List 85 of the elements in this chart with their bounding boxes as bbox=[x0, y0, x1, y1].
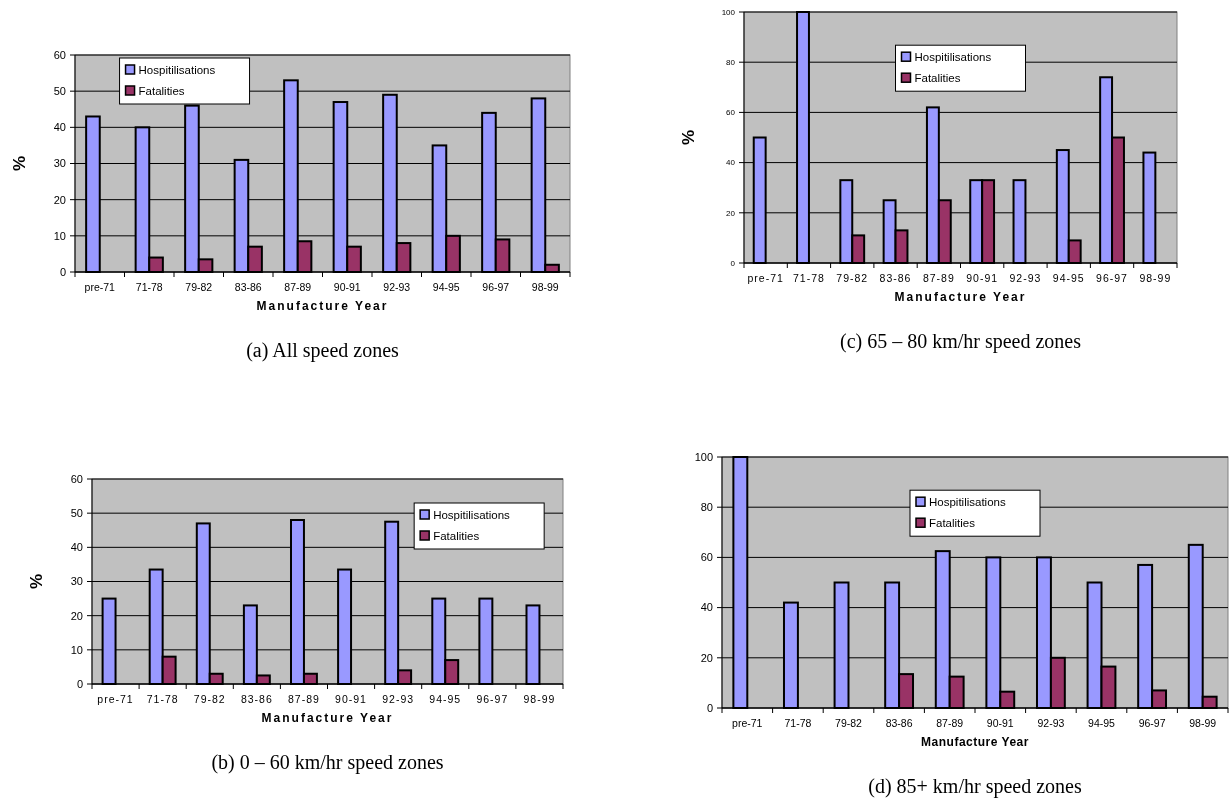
y-tick-label: 20 bbox=[53, 193, 66, 206]
x-tick-label: 92-93 bbox=[1037, 717, 1065, 729]
x-tick-label: 94-95 bbox=[1088, 717, 1116, 729]
y-tick-label: 10 bbox=[70, 643, 83, 656]
x-tick-label: 94-95 bbox=[1052, 272, 1085, 284]
x-tick-label: 94-95 bbox=[429, 693, 462, 705]
x-tick-label: 90-91 bbox=[333, 281, 361, 293]
x-tick-label: 83-86 bbox=[240, 693, 273, 705]
y-tick-label: 40 bbox=[53, 121, 66, 134]
y-tick-label: 20 bbox=[70, 609, 83, 622]
legend-label: Fatalities bbox=[138, 85, 185, 98]
y-tick-label: 30 bbox=[53, 157, 66, 170]
x-tick-label: 90-91 bbox=[966, 272, 999, 284]
y-axis-title: % bbox=[10, 155, 29, 172]
x-tick-label: 92-93 bbox=[383, 281, 411, 293]
x-tick-label: 79-82 bbox=[193, 693, 226, 705]
x-tick-label: 87-89 bbox=[288, 693, 320, 705]
x-tick-label: 71-78 bbox=[793, 272, 825, 284]
y-tick-label: 50 bbox=[53, 85, 66, 98]
y-tick-label: 0 bbox=[76, 677, 83, 690]
x-tick-label: 98-99 bbox=[1139, 272, 1172, 284]
x-tick-label: 96-97 bbox=[482, 281, 510, 293]
y-axis-title: % bbox=[27, 573, 46, 590]
legend-label: Hospitilisations bbox=[929, 496, 1006, 509]
y-tick-label: 60 bbox=[700, 551, 713, 564]
y-tick-label: 80 bbox=[726, 58, 736, 67]
x-tick-label: 79-82 bbox=[836, 272, 869, 284]
x-tick-label: 87-89 bbox=[922, 272, 955, 284]
y-tick-label: 100 bbox=[721, 7, 736, 17]
x-tick-label: 87-89 bbox=[936, 717, 964, 729]
y-tick-label: 30 bbox=[70, 575, 83, 588]
y-axis-title: % bbox=[679, 129, 698, 146]
x-tick-label: 92-93 bbox=[1009, 272, 1042, 284]
x-tick-label: 96-97 bbox=[1138, 717, 1166, 729]
text: (c) 65 – 80 km/hr speed zones bbox=[839, 330, 1082, 353]
x-tick-label: 94-95 bbox=[432, 281, 460, 293]
y-tick-label: 40 bbox=[726, 158, 736, 168]
x-tick-label: 90-91 bbox=[335, 693, 367, 705]
x-tick-label: 79-82 bbox=[185, 281, 213, 293]
x-tick-label: pre-71 bbox=[747, 272, 784, 284]
y-tick-label: 60 bbox=[70, 472, 83, 485]
y-tick-label: 0 bbox=[706, 701, 713, 714]
x-axis-title: Manufacture Year bbox=[921, 735, 1029, 749]
x-tick-label: 83-86 bbox=[234, 281, 262, 293]
x-tick-label: 90-91 bbox=[986, 717, 1014, 729]
x-tick-label: 96-97 bbox=[476, 693, 509, 705]
y-tick-label: 10 bbox=[53, 229, 66, 242]
y-tick-label: 60 bbox=[53, 48, 66, 61]
y-tick-label: 50 bbox=[70, 507, 83, 520]
legend-label: Fatalities bbox=[914, 72, 961, 85]
text: (b) 0 – 60 km/hr speed zones bbox=[211, 751, 444, 774]
x-tick-label: 96-97 bbox=[1096, 272, 1128, 284]
legend-label: Hospitilisations bbox=[433, 509, 511, 522]
x-tick-label: pre-71 bbox=[97, 693, 134, 705]
legend-label: Fatalities bbox=[433, 530, 480, 543]
x-tick-label: 71-78 bbox=[135, 281, 163, 293]
x-tick-label: pre-71 bbox=[732, 717, 763, 729]
text: (a) All speed zones bbox=[246, 339, 400, 362]
x-tick-label: 87-89 bbox=[284, 281, 312, 293]
x-tick-label: 98-99 bbox=[523, 693, 556, 705]
y-tick-label: 20 bbox=[726, 208, 736, 218]
x-tick-label: 79-82 bbox=[835, 717, 863, 729]
y-tick-label: 0 bbox=[730, 258, 736, 268]
legend-label: Fatalities bbox=[929, 517, 976, 530]
y-tick-label: 20 bbox=[700, 651, 713, 664]
x-tick-label: 71-78 bbox=[146, 693, 179, 705]
x-tick-label: 98-99 bbox=[531, 281, 559, 293]
x-axis-title: Manufacture Year bbox=[256, 299, 389, 313]
y-tick-label: 60 bbox=[726, 108, 736, 118]
x-axis-title: Manufacture Year bbox=[894, 290, 1027, 304]
x-tick-label: 83-86 bbox=[885, 717, 913, 729]
y-tick-label: 80 bbox=[700, 501, 713, 514]
legend-label: Hospitilisations bbox=[138, 64, 216, 77]
x-axis-title: Manufacture Year bbox=[261, 711, 394, 725]
text: (d) 85+ km/hr speed zones bbox=[868, 775, 1082, 798]
legend-label: Hospitilisations bbox=[914, 51, 992, 64]
x-tick-label: 98-99 bbox=[1189, 717, 1217, 729]
x-tick-label: 71-78 bbox=[784, 717, 812, 729]
y-tick-label: 0 bbox=[59, 265, 66, 278]
y-tick-label: 100 bbox=[694, 450, 713, 463]
x-tick-label: 92-93 bbox=[382, 693, 415, 705]
y-tick-label: 40 bbox=[700, 601, 713, 614]
x-tick-label: 83-86 bbox=[879, 272, 912, 284]
x-tick-label: pre-71 bbox=[84, 281, 116, 293]
y-tick-label: 40 bbox=[70, 541, 83, 554]
